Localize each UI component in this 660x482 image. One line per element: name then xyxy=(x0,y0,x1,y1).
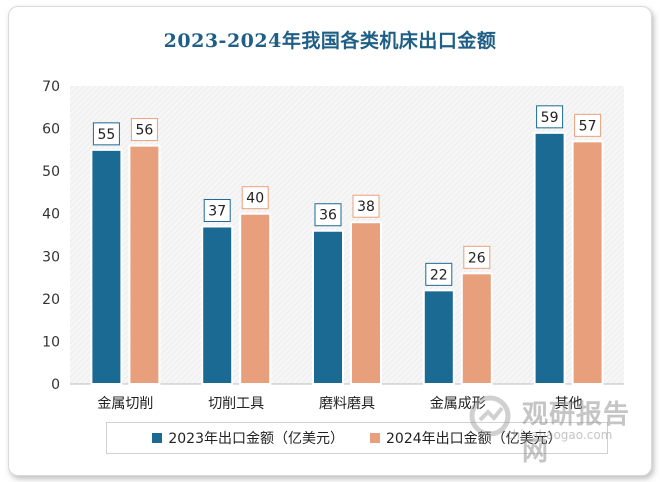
y-tick-label: 50 xyxy=(42,164,60,180)
x-tick-label: 金属成形 xyxy=(430,396,486,412)
data-label: 56 xyxy=(135,123,153,139)
y-tick-label: 60 xyxy=(42,122,60,138)
legend-label-2023: 2023年出口金额（亿美元） xyxy=(168,431,344,447)
data-label-box xyxy=(130,118,158,142)
legend: 2023年出口金额（亿美元） 2024年出口金额（亿美元） xyxy=(106,422,608,454)
watermark-logo: 观研报告网 chinabaogao.com xyxy=(466,390,656,467)
data-label: 55 xyxy=(97,127,115,143)
data-label-box xyxy=(536,105,564,129)
y-tick-label: 70 xyxy=(42,79,60,95)
chart-title: 2023-2024年我国各类机床出口金额 xyxy=(163,30,497,52)
plot-area xyxy=(70,86,624,384)
data-label: 22 xyxy=(430,267,448,283)
y-tick-label: 20 xyxy=(42,292,60,308)
y-tick-label: 10 xyxy=(42,334,60,350)
legend-item-2024: 2024年出口金额（亿美元） xyxy=(370,428,562,448)
data-label-box xyxy=(463,245,491,269)
bar-2023 xyxy=(312,229,344,385)
legend-item-2023: 2023年出口金额（亿美元） xyxy=(152,428,344,448)
y-tick-label: 40 xyxy=(42,207,60,223)
data-label-box xyxy=(352,194,380,218)
legend-swatch-2024 xyxy=(370,433,380,443)
x-tick-label: 磨料磨具 xyxy=(319,396,375,412)
bar-2024 xyxy=(350,221,382,385)
legend-label-2024: 2024年出口金额（亿美元） xyxy=(386,431,562,447)
data-label: 38 xyxy=(357,199,375,215)
x-tick-label: 切削工具 xyxy=(208,396,264,412)
data-label-box xyxy=(203,198,231,222)
x-tick-label: 金属切削 xyxy=(97,396,153,412)
bar-2023 xyxy=(422,289,455,386)
data-label-box xyxy=(314,203,342,227)
data-label: 57 xyxy=(579,118,597,134)
watermark-subtext: chinabaogao.com xyxy=(506,428,613,442)
data-label-box xyxy=(574,113,602,137)
data-label-box xyxy=(241,186,269,210)
data-label: 36 xyxy=(319,208,337,224)
data-label-box xyxy=(425,262,453,286)
data-label: 59 xyxy=(541,110,559,126)
legend-swatch-2023 xyxy=(152,433,163,443)
bar-2023 xyxy=(533,131,566,385)
bar-2024 xyxy=(571,140,604,385)
watermark-icon xyxy=(469,395,511,437)
bar-2024 xyxy=(460,272,493,386)
y-tick-label: 0 xyxy=(51,377,60,393)
x-tick-label: 其他 xyxy=(555,396,583,412)
data-label-box xyxy=(92,122,120,146)
bar-2023 xyxy=(201,225,234,385)
bar-2023 xyxy=(90,148,123,385)
data-label: 37 xyxy=(208,203,226,219)
bar-2024 xyxy=(128,144,161,385)
watermark-text: 观研报告网 xyxy=(522,400,631,467)
data-label: 26 xyxy=(468,250,486,266)
bar-2024 xyxy=(239,212,272,385)
y-tick-label: 30 xyxy=(42,249,60,265)
data-label: 40 xyxy=(246,191,264,207)
